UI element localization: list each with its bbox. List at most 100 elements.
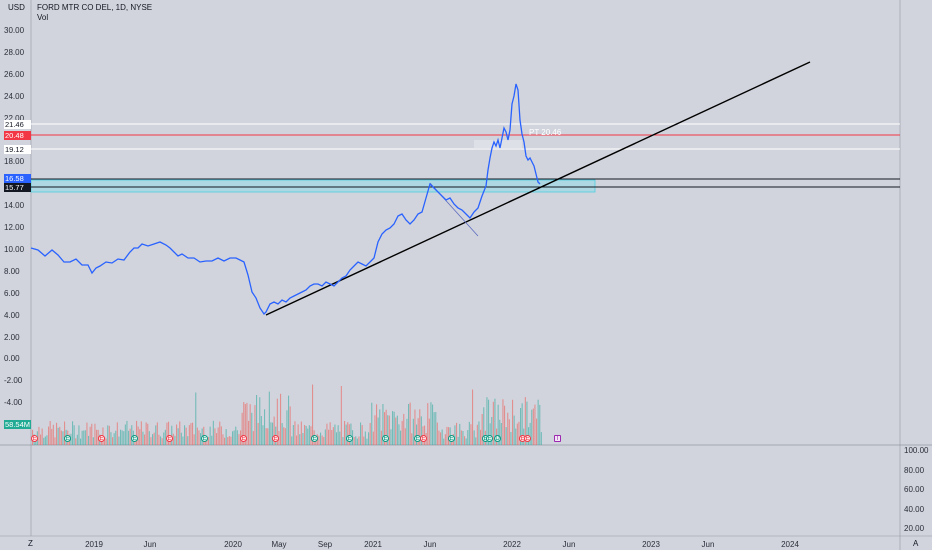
earnings-marker[interactable]: E (524, 435, 531, 442)
volume-bar (475, 437, 477, 445)
volume-bar (137, 426, 139, 445)
volume-bar (108, 425, 110, 445)
volume-bar (196, 427, 198, 445)
volume-bar (156, 422, 158, 445)
earnings-marker[interactable]: E (420, 435, 427, 442)
time-tick: Sep (317, 540, 333, 549)
volume-bar (400, 430, 402, 445)
ipo-marker[interactable]: I (554, 435, 561, 442)
earnings-marker[interactable]: E (382, 435, 389, 442)
volume-bar (401, 420, 403, 445)
volume-bar (139, 429, 141, 445)
volume-bar (238, 434, 240, 445)
volume-bar (432, 404, 434, 445)
symbol-title[interactable]: FORD MTR CO DEL, 1D, NYSE (37, 3, 153, 12)
volume-bar (441, 429, 443, 445)
auto-scale-button[interactable]: A (913, 539, 919, 548)
volume-bar (276, 398, 278, 445)
volume-bar (51, 428, 53, 445)
volume-bar (76, 434, 78, 445)
price-tick: 12.00 (4, 223, 25, 232)
volume-bar (198, 430, 200, 445)
earnings-marker[interactable]: E (166, 435, 173, 442)
volume-bar (355, 436, 357, 445)
earnings-marker[interactable]: E (131, 435, 138, 442)
volume-bar (164, 429, 166, 445)
earnings-marker[interactable]: E (240, 435, 247, 442)
volume-bar (521, 403, 523, 445)
volume-label[interactable]: Vol (37, 13, 49, 22)
volume-bar (409, 402, 411, 445)
price-tag-19-12[interactable]: 19.12 (4, 145, 31, 154)
volume-bar (470, 424, 472, 445)
volume-bar (185, 427, 187, 445)
volume-bar (398, 424, 400, 445)
price-tag-21-46[interactable]: 21.46 (4, 120, 31, 129)
volume-bar (507, 412, 509, 445)
volume-bar (89, 426, 91, 445)
volume-bar (195, 392, 197, 445)
volume-bar (216, 433, 218, 445)
volume-bar (416, 424, 418, 445)
volume-bar (408, 404, 410, 445)
volume-bar (457, 436, 459, 445)
price-tag-15-77[interactable]: 15.77 (4, 183, 31, 192)
earnings-marker[interactable]: E (98, 435, 105, 442)
volume-bar (86, 422, 88, 445)
currency-label[interactable]: USD (8, 3, 25, 12)
volume-bar (366, 438, 368, 445)
volume-bar (539, 404, 541, 445)
volume-bar (244, 404, 246, 445)
time-tick: May (271, 540, 287, 549)
earnings-marker[interactable]: E (346, 435, 353, 442)
earnings-marker[interactable]: E (31, 435, 38, 442)
volume-bar (105, 438, 107, 445)
volume-bar (273, 416, 275, 445)
earnings-marker[interactable]: E (64, 435, 71, 442)
price-line[interactable] (30, 83, 541, 316)
volume-tag[interactable]: 58.54M (4, 420, 31, 429)
volume-bar (404, 428, 406, 445)
volume-bar (78, 425, 80, 445)
volume-bar (412, 418, 414, 445)
price-tag-16-58[interactable]: 16.58 (4, 174, 31, 183)
volume-bar (84, 430, 86, 445)
volume-bar (310, 426, 312, 445)
timezone-button[interactable]: Z (28, 539, 33, 548)
volume-bar (417, 418, 419, 445)
earnings-marker[interactable]: E (272, 435, 279, 442)
price-tag-20-48[interactable]: 20.48 (4, 131, 31, 140)
volume-bar (502, 399, 504, 445)
volume-bar (246, 402, 248, 445)
price-target-label[interactable]: PT 20.46 (529, 128, 562, 137)
volume-bar (384, 412, 386, 445)
earnings-marker[interactable]: E (486, 435, 493, 442)
trendline-long[interactable] (265, 61, 811, 316)
volume-bar (40, 434, 42, 445)
indicator-tick: 20.00 (904, 524, 925, 533)
volume-bar (172, 433, 174, 445)
earnings-marker[interactable]: E (201, 435, 208, 442)
volume-bar (464, 436, 466, 445)
earnings-marker[interactable]: E (311, 435, 318, 442)
volume-bar (54, 437, 56, 445)
volume-bar (96, 429, 98, 445)
volume-bars (32, 384, 542, 445)
volume-bar (219, 421, 221, 445)
volume-bar (532, 408, 534, 445)
volume-bar (336, 432, 338, 445)
volume-bar (142, 431, 144, 445)
volume-bar (128, 430, 130, 445)
earnings-marker[interactable]: E (448, 435, 455, 442)
support-zone[interactable] (30, 179, 596, 193)
volume-bar (374, 415, 376, 445)
volume-bar (59, 426, 61, 445)
volume-bar (227, 437, 229, 445)
time-tick: 2024 (781, 540, 799, 549)
volume-bar (486, 397, 488, 445)
volume-bar (353, 437, 355, 445)
dividend-marker[interactable]: D (494, 435, 501, 442)
volume-bar (228, 436, 230, 445)
volume-bar (44, 436, 46, 445)
